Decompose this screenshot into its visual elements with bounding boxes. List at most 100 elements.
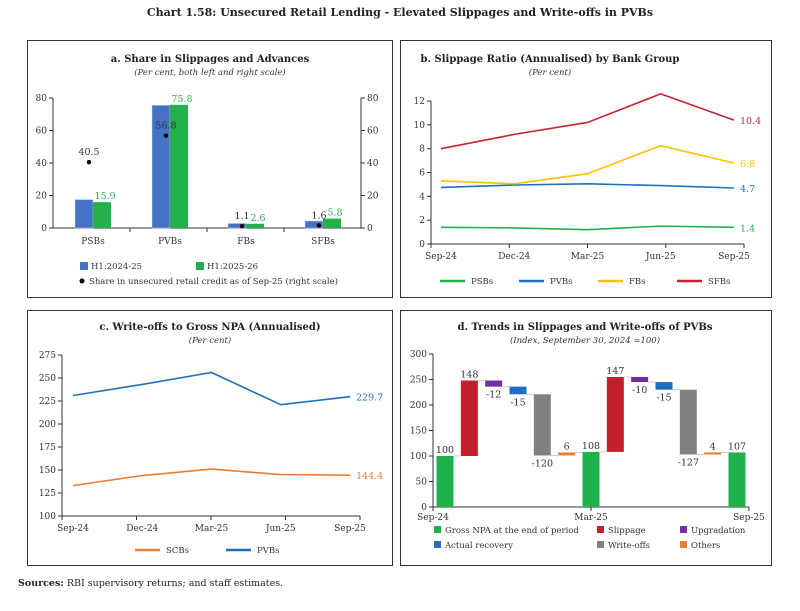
- legend-label: Upgradation: [691, 526, 746, 536]
- legend-dot: [79, 278, 85, 284]
- y-tick-label: 20: [367, 192, 379, 202]
- waterfall-bar-slippage: [606, 376, 624, 452]
- y-tick-label: 0: [41, 224, 47, 234]
- y-tick-label: 100: [39, 512, 56, 522]
- end-value-label: 6.8: [740, 159, 755, 170]
- sources-note: Sources: RBI supervisory returns; and st…: [18, 578, 283, 589]
- legend-swatch: [80, 262, 88, 270]
- y-tick-label: 250: [39, 374, 56, 384]
- end-value-label: 144.4: [356, 471, 383, 482]
- waterfall-bar-others: [558, 452, 576, 456]
- bar-H1:2024-25: [74, 199, 94, 229]
- legend-label: FBs: [629, 277, 646, 287]
- waterfall-bar-write-offs: [533, 394, 551, 456]
- x-tick-label: Jun-25: [645, 252, 676, 262]
- y-tick-label: 6: [419, 169, 425, 179]
- panel-a-subtitle: (Per cent, both left and right scale): [134, 67, 285, 78]
- line-PVBs: [440, 183, 735, 189]
- y-tick-label: 0: [421, 503, 427, 513]
- y-tick-label: 40: [367, 159, 379, 169]
- end-value-label: 229.7: [356, 393, 383, 404]
- y-tick-label: 200: [39, 420, 56, 430]
- y-tick-label: 275: [39, 351, 56, 361]
- legend-swatch: [680, 526, 687, 533]
- panel-c-title: c. Write-offs to Gross NPA (Annualised): [99, 322, 320, 333]
- legend-label: Gross NPA at the end of period: [445, 526, 579, 536]
- y-tick-label: 40: [36, 159, 48, 169]
- waterfall-bar-gross-npa-at-the-end-of-period: [728, 452, 746, 507]
- share-dot: [86, 159, 92, 165]
- bar-H1:2025-26: [93, 202, 111, 228]
- dot-value-label: 1.6: [311, 210, 326, 221]
- y-tick-label: 4: [419, 192, 425, 202]
- legend-label: SCBs: [166, 546, 189, 556]
- panel-d-title: d. Trends in Slippages and Write-offs of…: [458, 322, 713, 333]
- x-tick-label: SFBs: [311, 237, 335, 247]
- x-tick-label: Sep-24: [57, 524, 89, 534]
- legend-swatch: [434, 541, 441, 548]
- bar-value-label: 148: [460, 370, 478, 381]
- bar-value-label: 15.9: [94, 191, 115, 202]
- x-tick-label: FBs: [237, 237, 255, 247]
- y-tick-label: 80: [367, 94, 379, 104]
- bar-value-label: -15: [510, 397, 525, 408]
- y-tick-label: 200: [410, 401, 427, 411]
- dot-value-label: 40.5: [78, 147, 99, 158]
- legend-swatch: [680, 541, 687, 548]
- panel-a-frame: [27, 40, 393, 298]
- y-tick-label: 150: [39, 466, 56, 476]
- legend-label: Slippage: [608, 526, 646, 536]
- y-tick-label: 80: [36, 94, 48, 104]
- bar-value-label: 107: [728, 441, 746, 452]
- end-value-label: 1.4: [740, 223, 755, 234]
- x-tick-label: Dec-24: [498, 252, 530, 262]
- waterfall-bar-others: [704, 452, 722, 455]
- bar-H1:2025-26: [246, 223, 264, 228]
- y-tick-label: 0: [367, 224, 373, 234]
- share-dot: [239, 224, 245, 229]
- y-tick-label: 0: [419, 240, 425, 250]
- legend-swatch: [196, 262, 204, 270]
- bar-value-label: 108: [582, 441, 600, 452]
- line-SFBs: [440, 92, 735, 150]
- bar-value-label: 147: [606, 366, 624, 377]
- y-tick-label: 8: [419, 145, 425, 155]
- y-tick-label: 125: [39, 489, 56, 499]
- end-value-label: 4.7: [740, 184, 755, 195]
- waterfall-bar-upgradation: [485, 380, 503, 387]
- bar-value-label: 100: [436, 445, 454, 456]
- y-tick-label: 100: [410, 452, 427, 462]
- y-tick-label: 20: [36, 192, 48, 202]
- legend-label: PVBs: [550, 277, 572, 287]
- y-tick-label: 300: [410, 350, 427, 360]
- y-tick-label: 10: [414, 121, 426, 131]
- x-tick-label: Mar-25: [574, 513, 608, 523]
- bar-value-label: 5.8: [327, 208, 342, 219]
- legend-swatch: [434, 526, 441, 533]
- bar-value-label: -127: [678, 457, 699, 468]
- y-tick-label: 50: [416, 478, 428, 488]
- legend-label: Share in unsecured retail credit as of S…: [89, 276, 338, 287]
- waterfall-bar-upgradation: [631, 376, 649, 383]
- sources-text: RBI supervisory returns; and staff estim…: [63, 578, 284, 589]
- legend-label: H1:2025-26: [207, 262, 258, 272]
- line-FBs: [440, 144, 735, 185]
- x-tick-label: Mar-25: [195, 524, 229, 534]
- legend-label: Actual recovery: [444, 541, 513, 551]
- legend-label: Others: [691, 541, 720, 551]
- chart-title: Chart 1.58: Unsecured Retail Lending - E…: [146, 6, 654, 19]
- bar-value-label: 4: [710, 441, 716, 452]
- bar-value-label: 2.6: [250, 213, 265, 224]
- x-tick-label: PSBs: [81, 237, 105, 247]
- waterfall-bar-actual-recovery: [655, 382, 673, 390]
- y-tick-label: 60: [36, 127, 48, 137]
- bar-value-label: -10: [632, 385, 647, 396]
- bar-H1:2025-26: [323, 218, 341, 228]
- x-tick-label: Sep-25: [733, 513, 765, 523]
- bar-H1:2025-26: [170, 104, 188, 228]
- bar-value-label: 75.8: [171, 94, 192, 105]
- x-tick-label: Jun-25: [265, 524, 296, 534]
- panel-b-subtitle: (Per cent): [529, 67, 571, 78]
- legend-label: PVBs: [257, 546, 279, 556]
